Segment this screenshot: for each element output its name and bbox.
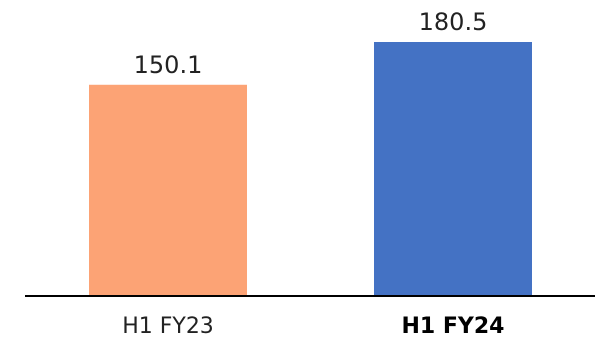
data-label-2: 180.5 bbox=[419, 8, 488, 36]
category-label-1: H1 FY23 bbox=[122, 314, 214, 339]
bar-1 bbox=[89, 84, 247, 296]
bars-group bbox=[89, 42, 532, 296]
data-label-1: 150.1 bbox=[134, 51, 203, 79]
labels-group: 150.1 H1 FY23 180.5 H1 FY24 bbox=[122, 8, 504, 339]
category-label-2: H1 FY24 bbox=[402, 314, 505, 339]
bar-2 bbox=[374, 42, 532, 296]
